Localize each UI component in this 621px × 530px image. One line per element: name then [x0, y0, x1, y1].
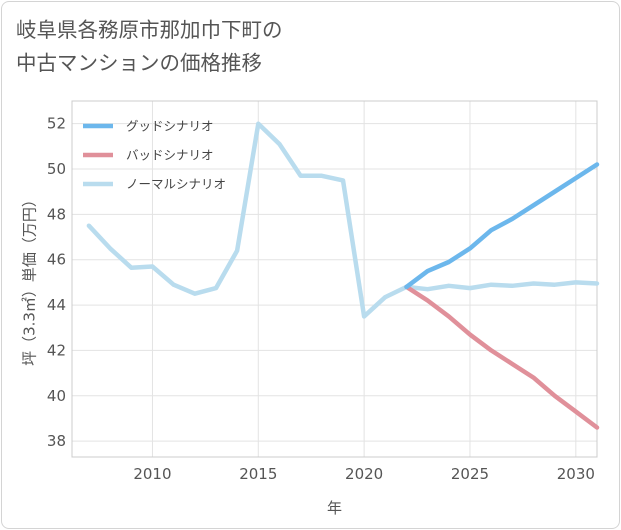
y-tick-label-38: 38 [47, 432, 66, 450]
legend-label-0: グッドシナリオ [126, 119, 214, 134]
legend-label-2: ノーマルシナリオ [126, 177, 226, 192]
legend-label-1: バッドシナリオ [126, 148, 214, 163]
x-axis-title: 年 [327, 499, 342, 517]
y-tick-label-46: 46 [47, 251, 66, 269]
title-line-1: 岐阜県各務原市那加巾下町の [16, 18, 283, 42]
y-tick-label-40: 40 [47, 387, 66, 405]
grid [72, 101, 597, 457]
x-tick-label-2020: 2020 [345, 465, 383, 483]
series-line-2 [86, 121, 600, 319]
page-title: 岐阜県各務原市那加巾下町の 中古マンションの価格推移 [16, 14, 283, 80]
plot-area [71, 100, 598, 458]
x-tick-label-2010: 2010 [133, 465, 171, 483]
y-tick-label-52: 52 [47, 115, 66, 133]
y-axis-title: 坪（3.3㎡）単価（万円） [21, 192, 39, 366]
series-line-1 [404, 284, 600, 430]
y-tick-label-48: 48 [47, 205, 66, 223]
series-line-0 [404, 162, 600, 290]
series-lines [86, 121, 600, 430]
title-line-2: 中古マンションの価格推移 [16, 51, 262, 75]
y-tick-label-50: 50 [47, 160, 66, 178]
tick-labels: 2010 2015 2020 2025 2030 38 40 42 44 46 48 50 52 [47, 115, 595, 483]
y-tick-label-42: 42 [47, 341, 66, 359]
y-tick-label-44: 44 [47, 296, 66, 314]
x-tick-label-2015: 2015 [239, 465, 277, 483]
x-tick-label-2025: 2025 [451, 465, 489, 483]
x-tick-label-2030: 2030 [557, 465, 595, 483]
